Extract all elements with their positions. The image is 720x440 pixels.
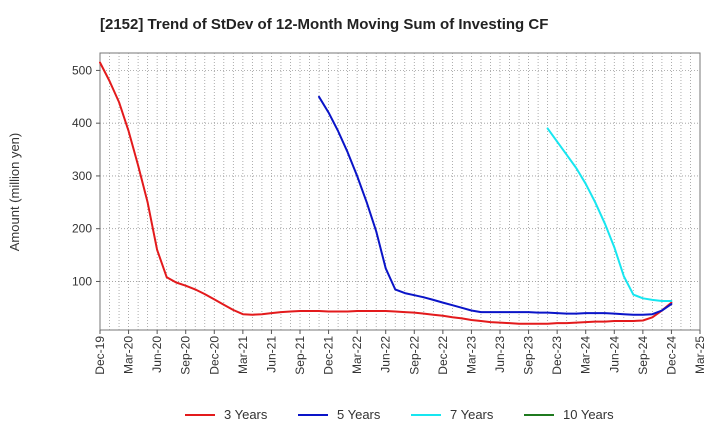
x-tick-label: Jun-24 xyxy=(607,336,621,373)
x-tick-label: Mar-20 xyxy=(122,336,136,374)
y-tick-label: 100 xyxy=(72,274,92,288)
series-layer xyxy=(99,61,673,325)
legend-label: 10 Years xyxy=(563,407,614,422)
plot-area xyxy=(99,52,701,331)
x-tick-label: Jun-23 xyxy=(493,336,507,373)
x-tick-label: Sep-20 xyxy=(179,336,193,375)
y-tick-label: 500 xyxy=(72,63,92,77)
x-tick-label: Dec-20 xyxy=(207,336,221,375)
y-tick-layer: 100 200 300 400 500 xyxy=(72,63,100,288)
y-axis-label: Amount (million yen) xyxy=(7,133,22,252)
x-tick-label: Mar-21 xyxy=(236,336,250,374)
legend-label: 5 Years xyxy=(337,407,381,422)
x-tick-layer: Dec-19 Mar-20 Jun-20 Sep-20 Dec-20 Mar-21 Jun-… xyxy=(93,330,707,375)
legend-label: 3 Years xyxy=(224,407,268,422)
chart-title: [2152] Trend of StDev of 12-Month Moving… xyxy=(100,16,548,33)
x-tick-label: Dec-19 xyxy=(93,336,107,375)
x-tick-label: Dec-24 xyxy=(664,336,678,375)
x-tick-label: Sep-24 xyxy=(636,336,650,375)
x-tick-label: Jun-21 xyxy=(264,336,278,373)
x-tick-label: Dec-23 xyxy=(550,336,564,375)
series-line-2 xyxy=(546,127,673,302)
series-line-0 xyxy=(99,61,673,325)
series-line-1 xyxy=(318,95,673,316)
x-tick-label: Sep-22 xyxy=(407,336,421,375)
x-tick-label: Dec-21 xyxy=(322,336,336,375)
x-tick-label: Sep-21 xyxy=(293,336,307,375)
x-tick-label: Mar-24 xyxy=(579,336,593,374)
x-tick-label: Mar-25 xyxy=(693,336,707,374)
legend: 3 Years 5 Years 7 Years 10 Years xyxy=(185,407,614,422)
x-tick-label: Mar-23 xyxy=(464,336,478,374)
y-tick-label: 400 xyxy=(72,116,92,130)
y-tick-label: 300 xyxy=(72,169,92,183)
grid-layer xyxy=(100,53,700,330)
legend-label: 7 Years xyxy=(450,407,494,422)
x-tick-label: Dec-22 xyxy=(436,336,450,375)
x-tick-label: Mar-22 xyxy=(350,336,364,374)
x-tick-label: Jun-22 xyxy=(379,336,393,373)
x-tick-label: Sep-23 xyxy=(522,336,536,375)
x-tick-label: Jun-20 xyxy=(150,336,164,373)
y-tick-label: 200 xyxy=(72,222,92,236)
